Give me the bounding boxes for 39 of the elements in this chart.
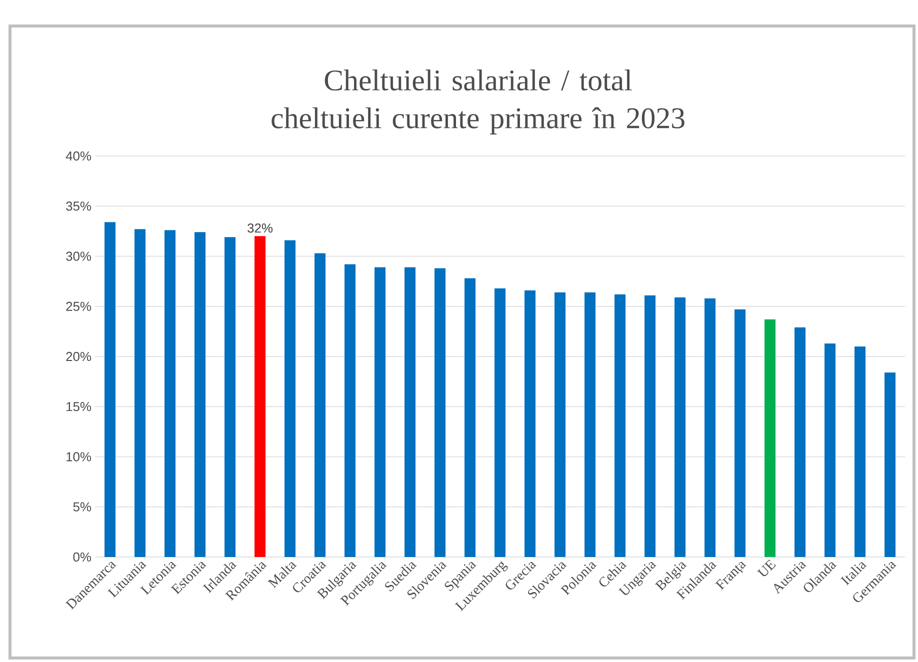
y-tick-label: 5% (73, 502, 92, 512)
bar (104, 222, 116, 557)
bar (284, 240, 296, 557)
y-tick-label: 15% (66, 402, 92, 412)
bar (614, 294, 626, 557)
bar (704, 298, 716, 557)
bar (644, 295, 656, 557)
bar (854, 346, 866, 557)
bar (314, 253, 326, 557)
bar (674, 297, 686, 557)
bar (224, 237, 236, 557)
bar (524, 290, 536, 557)
bar (254, 236, 266, 557)
chart-title: Cheltuieli salariale / total cheltuieli curente primare în 2023 (272, 70, 684, 134)
bar (374, 267, 386, 557)
y-tick-label: 0% (73, 552, 92, 562)
y-tick-label: 20% (66, 352, 92, 362)
bar (464, 278, 476, 557)
bar (734, 309, 746, 557)
bar (404, 267, 416, 557)
y-tick-label: 10% (66, 452, 92, 462)
bar (164, 230, 176, 557)
bar (764, 319, 776, 557)
data-label: 32% (248, 223, 273, 233)
bar (794, 327, 806, 557)
y-tick-label: 40% (66, 151, 92, 161)
bar (554, 292, 566, 557)
bar (134, 229, 146, 557)
bar (194, 232, 206, 557)
y-tick-label: 30% (66, 252, 92, 261)
bar (434, 268, 446, 557)
x-tick-label: UE (757, 560, 776, 576)
bar (824, 343, 836, 557)
bar (584, 292, 596, 557)
bar (494, 288, 506, 557)
y-tick-label: 25% (66, 302, 92, 311)
bar (884, 372, 896, 557)
y-tick-label: 35% (66, 202, 92, 211)
bar (344, 264, 356, 557)
